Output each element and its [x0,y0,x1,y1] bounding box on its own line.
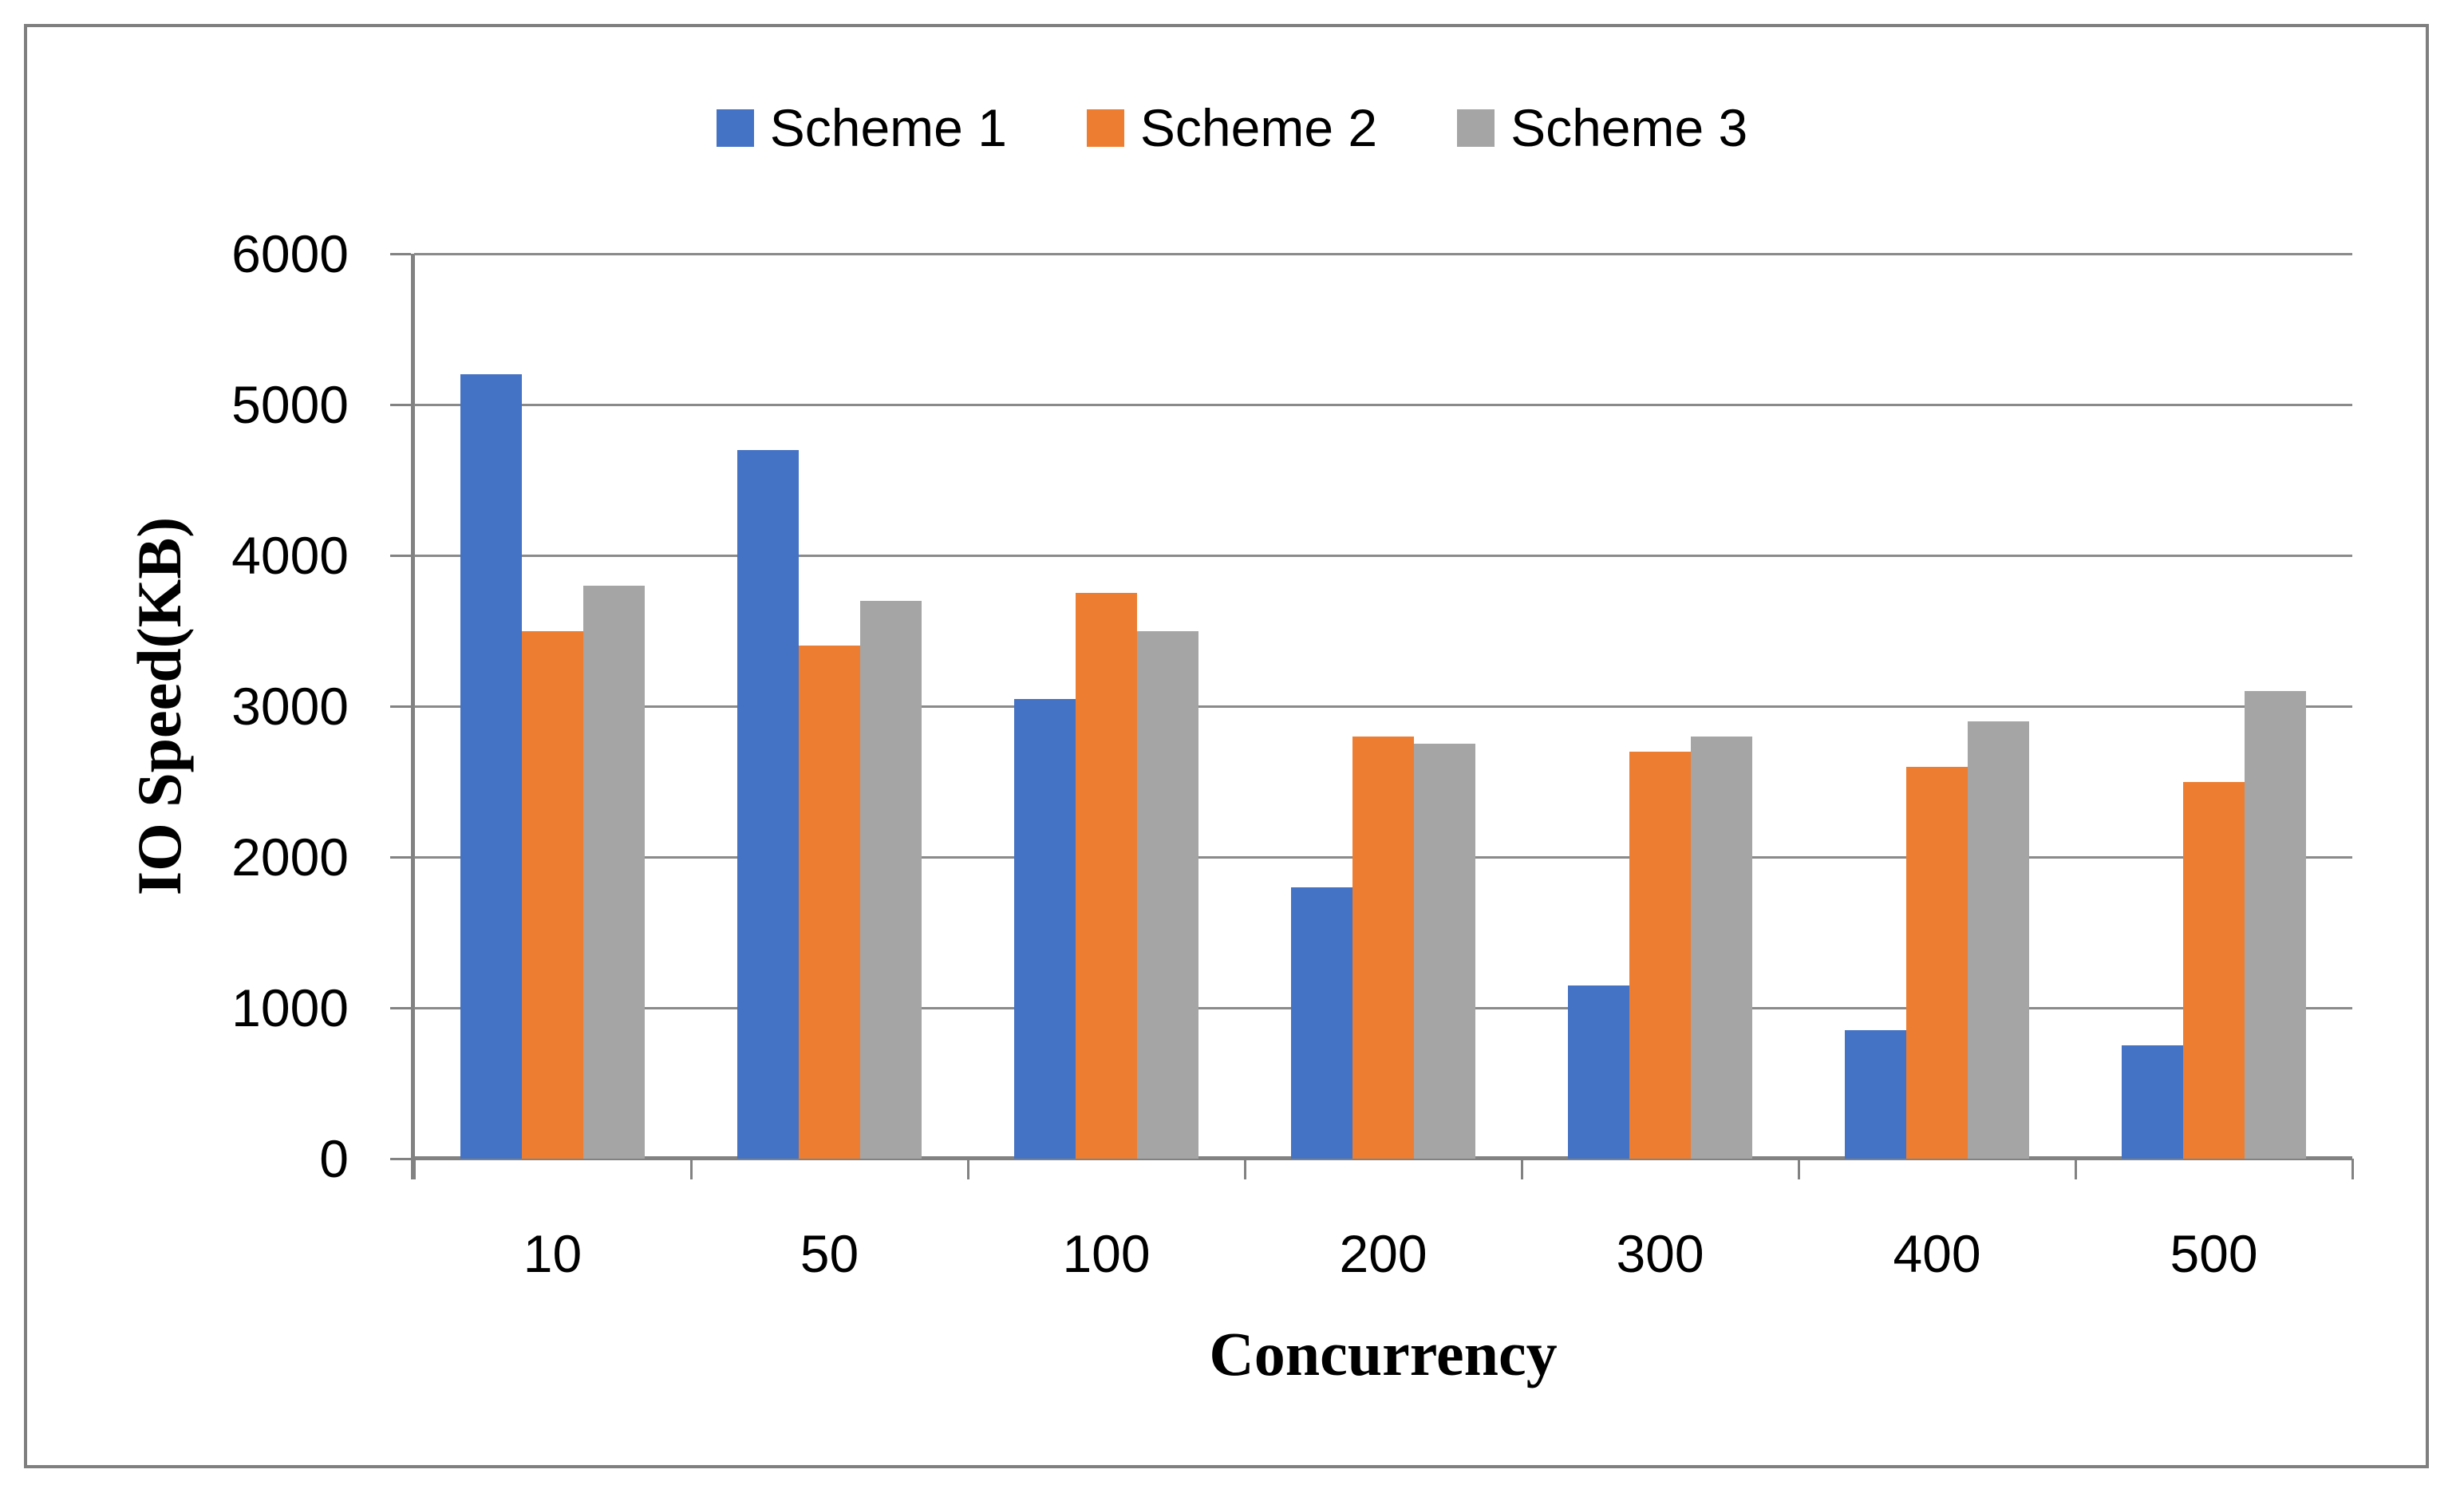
legend-item-scheme-1: Scheme 1 [716,98,1007,157]
bar-scheme-2-x50 [799,646,860,1159]
legend-item-scheme-3: Scheme 3 [1457,101,1747,154]
legend-swatch-icon [1457,109,1495,147]
gridline-4000 [414,554,2352,557]
plot-area [390,252,2354,1179]
legend: Scheme 1 Scheme 2 Scheme 3 [0,94,2464,161]
legend-label: Scheme 2 [1139,98,1378,157]
y-tick-label-6000: 6000 [231,224,349,283]
y-axis-tick-6000 [390,252,411,255]
bar-scheme-1-x300 [1568,985,1629,1159]
y-axis-tick-4000 [390,554,411,557]
bar-scheme-3-x50 [860,600,922,1159]
x-axis-tick-5 [1797,1159,1800,1179]
x-axis-tick-7 [2351,1159,2354,1179]
bar-scheme-1-x100 [1014,698,1076,1159]
bar-scheme-2-x500 [2183,781,2245,1159]
legend-swatch-icon [1086,109,1124,147]
x-axis-tick-4 [1520,1159,1523,1179]
bar-group-100 [968,254,1245,1159]
bar-scheme-1-x200 [1291,887,1352,1159]
y-tick-label-1000: 1000 [231,978,349,1037]
bar-scheme-3-x400 [1968,721,2029,1159]
y-tick-label-3000: 3000 [231,677,349,736]
bar-scheme-2-x200 [1352,736,1414,1159]
bar-group-400 [1799,254,2075,1159]
legend-swatch-icon [716,109,754,147]
x-axis-tick-0 [413,1159,416,1179]
bar-scheme-3-x300 [1691,736,1752,1159]
y-tick-label-2000: 2000 [231,827,349,887]
x-axis-tick-6 [2074,1159,2077,1179]
legend-item-scheme-2: Scheme 2 [1086,98,1378,157]
bar-scheme-2-x100 [1076,593,1137,1159]
x-tick-label-50: 50 [800,1224,859,1283]
x-axis-tick-1 [689,1159,693,1179]
x-tick-label-400: 400 [1893,1224,1981,1283]
bar-scheme-1-x50 [737,449,799,1159]
x-tick-label-100: 100 [1062,1224,1151,1283]
x-tick-label-500: 500 [2170,1224,2258,1283]
x-axis-tick-3 [1243,1159,1246,1179]
y-tick-label-4000: 4000 [231,526,349,585]
y-axis-tick-0 [390,1157,411,1160]
x-axis-title: Concurrency [1209,1319,1558,1388]
bar-group-50 [691,254,968,1159]
bar-group-300 [1522,254,1799,1159]
bar-scheme-3-x10 [583,585,645,1159]
y-axis-tick-3000 [390,705,411,708]
bar-scheme-2-x10 [522,630,583,1159]
gridline-6000 [414,252,2352,255]
bar-scheme-3-x100 [1137,630,1198,1159]
bar-group-200 [1245,254,1522,1159]
x-tick-label-10: 10 [523,1224,582,1283]
x-axis-tick-2 [966,1159,969,1179]
x-tick-label-300: 300 [1616,1224,1704,1283]
bar-scheme-2-x300 [1629,751,1691,1159]
bar-scheme-3-x500 [2245,691,2306,1159]
gridline-5000 [414,403,2352,406]
legend-label: Scheme 3 [1510,98,1748,157]
y-axis-tick-5000 [390,403,411,406]
bar-scheme-1-x10 [460,374,522,1159]
y-axis-tick-2000 [390,855,411,859]
bar-scheme-3-x200 [1414,744,1475,1159]
y-tick-label-0: 0 [319,1129,349,1188]
bar-scheme-1-x400 [1845,1030,1906,1159]
bar-scheme-1-x500 [2122,1045,2183,1159]
y-tick-label-5000: 5000 [231,375,349,434]
bar-group-10 [414,254,691,1159]
y-axis-tick-1000 [390,1006,411,1009]
gridline-3000 [414,705,2352,708]
bar-group-500 [2075,254,2352,1159]
bar-scheme-2-x400 [1906,766,1968,1159]
y-axis-line [411,254,415,1179]
legend-label: Scheme 1 [769,98,1007,157]
x-tick-label-200: 200 [1339,1224,1427,1283]
